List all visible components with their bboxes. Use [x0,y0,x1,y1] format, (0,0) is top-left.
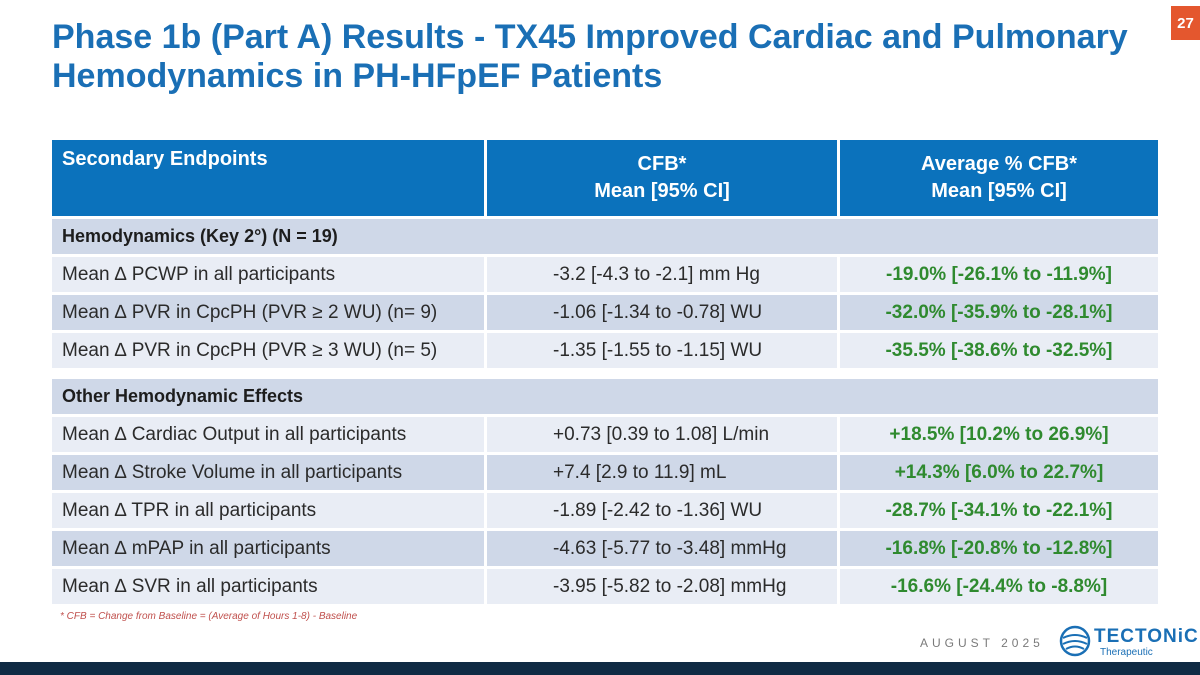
table-row: Mean ∆ PVR in CpcPH (PVR ≥ 2 WU) (n= 9) … [52,292,1158,330]
logo-subtitle: Therapeutic [1100,647,1153,658]
endpoint-cell: Mean ∆ PCWP in all participants [52,254,487,292]
slide-date: AUGUST 2025 [920,636,1044,650]
header-cfb-line1: CFB* [637,153,687,175]
slide-title: Phase 1b (Part A) Results - TX45 Improve… [52,18,1128,95]
table-row: Mean ∆ Cardiac Output in all participant… [52,414,1158,452]
table-row: Mean ∆ Stroke Volume in all participants… [52,452,1158,490]
table-row: Mean ∆ SVR in all participants -3.95 [-5… [52,566,1158,604]
tectonic-logo-icon [1059,625,1091,657]
table-header-row: Secondary Endpoints CFB* Mean [95% CI] A… [52,140,1158,216]
endpoint-cell: Mean ∆ Stroke Volume in all participants [52,452,487,490]
section-label: Other Hemodynamic Effects [52,376,1158,414]
endpoint-cell: Mean ∆ mPAP in all participants [52,528,487,566]
cfb-cell: -3.2 [-4.3 to -2.1] mm Hg [487,254,840,292]
section-row-other-hemodynamic-effects: Other Hemodynamic Effects [52,376,1158,414]
cfb-cell: -1.06 [-1.34 to -0.78] WU [487,292,840,330]
section-label: Hemodynamics (Key 2°) (N = 19) [52,216,1158,254]
table-row: Mean ∆ PCWP in all participants -3.2 [-4… [52,254,1158,292]
cfb-cell: -1.35 [-1.55 to -1.15] WU [487,330,840,368]
pct-cfb-cell: +18.5% [10.2% to 26.9%] [840,414,1158,452]
endpoint-cell: Mean ∆ PVR in CpcPH (PVR ≥ 2 WU) (n= 9) [52,292,487,330]
bottom-bar [0,662,1200,675]
header-cfb-line2: Mean [95% CI] [594,180,730,202]
pct-cfb-cell: -35.5% [-38.6% to -32.5%] [840,330,1158,368]
cfb-cell: -4.63 [-5.77 to -3.48] mmHg [487,528,840,566]
pct-cfb-cell: -16.6% [-24.4% to -8.8%] [840,566,1158,604]
header-pct-line2: Mean [95% CI] [931,180,1067,202]
header-secondary-endpoints: Secondary Endpoints [52,140,487,216]
pct-cfb-cell: +14.3% [6.0% to 22.7%] [840,452,1158,490]
cfb-cell: -1.89 [-2.42 to -1.36] WU [487,490,840,528]
pct-cfb-cell: -28.7% [-34.1% to -22.1%] [840,490,1158,528]
table-row: Mean ∆ mPAP in all participants -4.63 [-… [52,528,1158,566]
endpoint-cell: Mean ∆ SVR in all participants [52,566,487,604]
endpoint-cell: Mean ∆ PVR in CpcPH (PVR ≥ 3 WU) (n= 5) [52,330,487,368]
section-row-hemodynamics: Hemodynamics (Key 2°) (N = 19) [52,216,1158,254]
table-row: Mean ∆ PVR in CpcPH (PVR ≥ 3 WU) (n= 5) … [52,330,1158,368]
tectonic-logo: TECTONiC Therapeutic [1058,624,1198,660]
pct-cfb-cell: -19.0% [-26.1% to -11.9%] [840,254,1158,292]
header-pct-line1: Average % CFB* [921,153,1077,175]
endpoint-cell: Mean ∆ TPR in all participants [52,490,487,528]
section-spacer [52,368,1158,376]
page-number-badge: 27 [1171,6,1200,40]
header-cfb: CFB* Mean [95% CI] [487,140,840,216]
table-row: Mean ∆ TPR in all participants -1.89 [-2… [52,490,1158,528]
pct-cfb-cell: -16.8% [-20.8% to -12.8%] [840,528,1158,566]
cfb-cell: +7.4 [2.9 to 11.9] mL [487,452,840,490]
endpoints-table: Secondary Endpoints CFB* Mean [95% CI] A… [52,140,1158,604]
cfb-cell: -3.95 [-5.82 to -2.08] mmHg [487,566,840,604]
footnote: * CFB = Change from Baseline = (Average … [60,611,358,622]
cfb-cell: +0.73 [0.39 to 1.08] L/min [487,414,840,452]
pct-cfb-cell: -32.0% [-35.9% to -28.1%] [840,292,1158,330]
logo-wordmark: TECTONiC [1094,626,1199,647]
endpoint-cell: Mean ∆ Cardiac Output in all participant… [52,414,487,452]
header-average-pct-cfb: Average % CFB* Mean [95% CI] [840,140,1158,216]
